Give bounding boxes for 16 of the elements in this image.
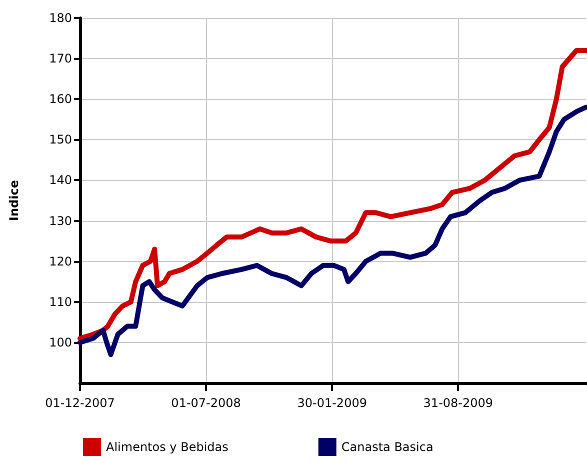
y-tick-label: 120 [49, 254, 72, 268]
y-tick-label: 150 [49, 132, 72, 147]
y-tick-label: 130 [49, 214, 72, 228]
y-tick-label: 100 [49, 335, 72, 350]
y-tick-label: 110 [49, 294, 72, 309]
x-tick-label: 31-08-2009 [423, 396, 494, 410]
x-tick-label: 30-01-2009 [297, 396, 367, 410]
y-tick-label: 160 [49, 92, 72, 106]
y-axis-title: Indice [7, 180, 21, 221]
x-tick-label: 01-12-2007 [45, 396, 115, 410]
y-tick-label: 140 [49, 173, 72, 188]
legend-label: Canasta Basica [341, 440, 434, 454]
x-tick-label: 01-07-2008 [171, 396, 241, 410]
legend-label: Alimentos y Bebidas [106, 440, 228, 454]
y-tick-label: 170 [49, 52, 72, 66]
y-tick-label: 180 [49, 11, 72, 25]
